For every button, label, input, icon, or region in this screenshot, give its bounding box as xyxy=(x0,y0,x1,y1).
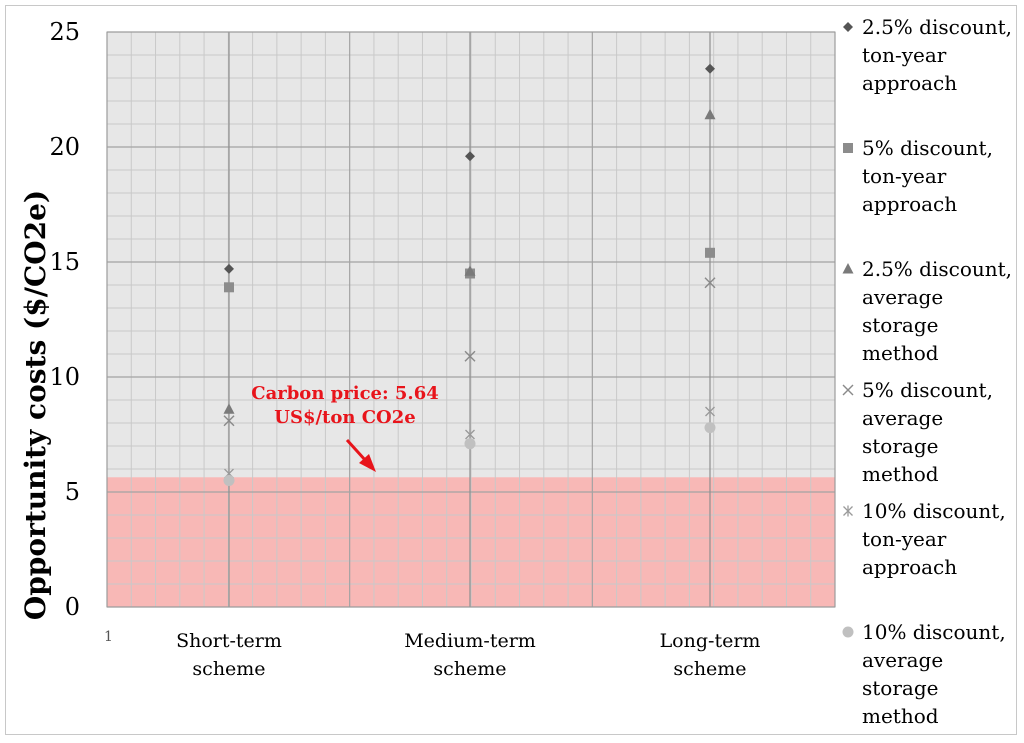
legend-marker xyxy=(842,263,854,274)
y-tick-label: 5 xyxy=(65,478,80,506)
annotation-text: Carbon price: 5.64 xyxy=(251,383,439,404)
legend-label: approach xyxy=(862,555,957,579)
data-point xyxy=(464,438,476,450)
legend-label: storage xyxy=(862,676,938,700)
data-point xyxy=(465,151,475,162)
legend-label: 5% discount, xyxy=(862,136,993,160)
legend-label: 10% discount, xyxy=(862,620,1006,644)
legend-marker xyxy=(843,22,853,32)
plot-border xyxy=(106,31,836,608)
legend: 2.5% discount, ton-year approach 5% discoun… xyxy=(842,15,1012,728)
y-tick-label: 15 xyxy=(49,248,80,276)
data-point xyxy=(464,350,476,362)
legend-label: 2.5% discount, xyxy=(862,15,1012,39)
y-tick-label: 20 xyxy=(49,133,80,161)
x-tick-label: Long-term xyxy=(660,630,761,652)
legend-label: method xyxy=(862,462,939,486)
legend-label: approach xyxy=(862,192,957,216)
legend-label: average xyxy=(862,406,943,430)
data-point xyxy=(704,277,716,289)
x-tick-label: Short-term xyxy=(176,630,282,652)
data-point xyxy=(223,403,235,414)
y-axis: 0 5 10 15 20 25 xyxy=(49,18,80,621)
legend-label: 5% discount, xyxy=(862,378,993,402)
data-point xyxy=(224,282,234,293)
y-tick-label: 25 xyxy=(49,18,80,46)
legend-label: 10% discount, xyxy=(862,499,1006,523)
legend-label: average xyxy=(862,285,943,309)
x-tick-label: scheme xyxy=(433,658,506,680)
data-point xyxy=(704,422,716,434)
legend-label: method xyxy=(862,341,939,365)
x-tick-label: scheme xyxy=(192,658,265,680)
chart-frame xyxy=(5,5,1017,735)
legend-label: 2.5% discount, xyxy=(862,257,1012,281)
data-points xyxy=(223,63,716,486)
legend-marker xyxy=(842,626,854,638)
data-point xyxy=(705,247,715,258)
legend-label: ton-year xyxy=(862,164,947,188)
major-gridlines xyxy=(106,31,836,608)
legend-label: approach xyxy=(862,71,957,95)
x-tick-label: Medium-term xyxy=(404,630,536,652)
data-point xyxy=(705,63,715,74)
x-tick-label: scheme xyxy=(673,658,746,680)
legend-label: ton-year xyxy=(862,43,947,67)
y-tick-label: 0 xyxy=(65,593,80,621)
annotation-text: US$/ton CO2e xyxy=(274,407,415,428)
legend-label: method xyxy=(862,704,939,728)
data-point xyxy=(465,429,475,440)
data-point xyxy=(704,108,716,120)
x-axis: Short-term scheme Medium-term scheme Long-te… xyxy=(104,629,760,680)
legend-marker xyxy=(842,384,854,396)
legend-label: ton-year xyxy=(862,527,947,551)
legend-label: storage xyxy=(862,434,938,458)
annotation-arrow-shaft xyxy=(345,438,368,463)
legend-marker xyxy=(843,505,853,517)
y-tick-label: 10 xyxy=(49,363,80,391)
stray-axis-text: 1 xyxy=(104,629,113,645)
legend-label: average xyxy=(862,648,943,672)
data-point xyxy=(464,265,476,276)
minor-gridlines xyxy=(107,32,835,607)
data-point xyxy=(223,475,235,486)
data-point xyxy=(224,263,234,274)
data-point xyxy=(223,415,235,427)
carbon-price-annotation: Carbon price: 5.64 US$/ton CO2e xyxy=(251,383,439,472)
annotation-arrow-head xyxy=(359,454,376,472)
data-point xyxy=(705,406,715,417)
y-axis-label: Opportunity costs ($/CO2e) xyxy=(19,190,52,620)
legend-marker xyxy=(843,143,853,153)
legend-label: storage xyxy=(862,313,938,337)
